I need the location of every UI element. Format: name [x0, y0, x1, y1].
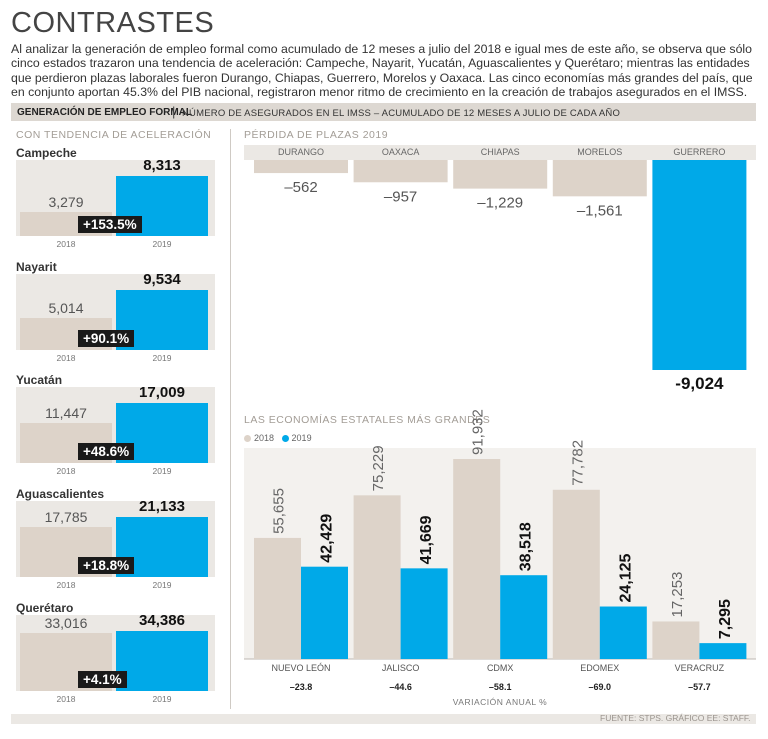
change-badge: +90.1% — [78, 330, 135, 347]
loss-value-label: –1,229 — [477, 195, 523, 212]
change-badge: +4.1% — [78, 671, 127, 688]
state-name: Yucatán — [16, 373, 63, 387]
value-2019: 21,133 — [139, 498, 185, 515]
bar-2018 — [254, 537, 301, 659]
bar-2019 — [699, 643, 747, 659]
state-name: Nayarit — [16, 260, 57, 274]
year-label-2019: 2019 — [152, 466, 172, 476]
bar-2019 — [116, 631, 208, 691]
value-label-2018: 91,932 — [470, 409, 487, 455]
loss-value-label: –562 — [284, 179, 317, 196]
loss-category-label: DURANGO — [278, 147, 324, 157]
value-label-2019: 42,429 — [319, 514, 336, 563]
bar-2018 — [552, 489, 600, 659]
year-label-2018: 2018 — [56, 353, 76, 363]
value-2018: 3,279 — [48, 194, 84, 211]
variation-label: –23.8 — [290, 682, 313, 692]
year-label-2018: 2018 — [56, 694, 76, 704]
loss-bar — [453, 160, 548, 189]
year-label-2018: 2018 — [56, 466, 76, 476]
x-axis-caption: VARIACIÓN ANUAL % — [452, 697, 548, 707]
loss-category-label: OAXACA — [382, 147, 420, 157]
legend-label-2019: 2019 — [291, 433, 312, 443]
variation-label: –58.1 — [489, 682, 512, 692]
bar-2019 — [599, 606, 647, 659]
legend-swatch-2019 — [281, 435, 289, 443]
loss-bar — [552, 160, 647, 197]
change-badge: +18.8% — [78, 557, 135, 574]
legend-swatch-2018 — [244, 435, 251, 443]
year-label-2019: 2019 — [152, 353, 172, 363]
value-2018: 33,016 — [44, 615, 88, 632]
intro-paragraph: Al analizar la generación de empleo form… — [11, 42, 753, 100]
value-2018: 5,014 — [48, 300, 84, 317]
bar-2018 — [652, 621, 700, 659]
loss-value-label: –1,561 — [577, 202, 623, 219]
value-label-2019: 38,518 — [518, 522, 535, 571]
variation-label: –57.7 — [688, 682, 711, 692]
loss-bar — [353, 160, 448, 183]
variation-label: –69.0 — [589, 682, 612, 692]
loss-category-label: GUERRERO — [673, 147, 725, 157]
acceleration-heading: CON TENDENCIA DE ACELERACIÓN — [16, 129, 212, 141]
source-note: FUENTE: STPS. GRÁFICO EE: STAFF. — [600, 713, 751, 723]
state-name: Aguascalientes — [16, 487, 105, 501]
loss-value-label: –957 — [384, 188, 417, 205]
category-label: EDOMEX — [580, 663, 619, 673]
loss-value-label: -9,024 — [675, 374, 724, 393]
value-label-2019: 24,125 — [617, 553, 634, 602]
banner-separator: | — [172, 104, 176, 119]
year-label-2018: 2018 — [56, 239, 76, 249]
year-label-2019: 2019 — [152, 694, 172, 704]
legend: 2018 2019 — [244, 433, 312, 443]
category-label: JALISCO — [382, 663, 420, 673]
bar-2018 — [353, 495, 401, 659]
value-2019: 34,386 — [139, 612, 185, 629]
year-label-2019: 2019 — [152, 239, 172, 249]
variation-label: –44.6 — [389, 682, 412, 692]
value-label-2018: 17,253 — [669, 572, 686, 618]
legend-label-2018: 2018 — [254, 433, 275, 443]
state-name: Campeche — [16, 146, 77, 160]
loss-header-band — [244, 145, 756, 160]
value-2018: 11,447 — [45, 404, 87, 421]
value-label-2019: 41,669 — [418, 515, 435, 564]
loss-heading: PÉRDIDA DE PLAZAS 2019 — [244, 129, 389, 141]
column-divider — [230, 129, 231, 709]
value-label-2018: 77,782 — [569, 440, 586, 486]
category-label: CDMX — [487, 663, 514, 673]
page-title: CONTRASTES — [11, 7, 215, 39]
bar-2019 — [500, 575, 548, 659]
footer-bar — [11, 714, 756, 724]
bar-2019 — [301, 566, 348, 659]
state-name: Querétaro — [16, 601, 74, 615]
loss-category-label: MORELOS — [577, 147, 622, 157]
banner-subtitle: NÚMERO DE ASEGURADOS EN EL IMSS – ACUMUL… — [182, 108, 621, 119]
category-label: VERACRUZ — [675, 663, 725, 673]
loss-category-label: CHIAPAS — [481, 147, 520, 157]
year-label-2018: 2018 — [56, 580, 76, 590]
banner-title: GENERACIÓN DE EMPLEO FORMAL — [17, 107, 193, 118]
section-banner — [11, 103, 756, 121]
category-label: NUEVO LEÓN — [271, 663, 330, 673]
change-badge: +153.5% — [78, 216, 142, 233]
value-2019: 17,009 — [139, 384, 185, 401]
value-2019: 8,313 — [143, 157, 181, 174]
bar-2019 — [400, 568, 448, 659]
change-badge: +48.6% — [78, 443, 135, 460]
year-label-2019: 2019 — [152, 580, 172, 590]
big-economies-heading: LAS ECONOMÍAS ESTATALES MÁS GRANDES — [244, 414, 491, 426]
value-2018: 17,785 — [44, 508, 88, 525]
loss-bar — [254, 160, 348, 174]
loss-bar — [652, 160, 747, 370]
value-2019: 9,534 — [143, 271, 181, 288]
value-label-2018: 75,229 — [370, 445, 387, 491]
value-label-2018: 55,655 — [271, 488, 288, 534]
value-label-2019: 7,295 — [717, 599, 734, 639]
bar-2018 — [453, 459, 501, 659]
